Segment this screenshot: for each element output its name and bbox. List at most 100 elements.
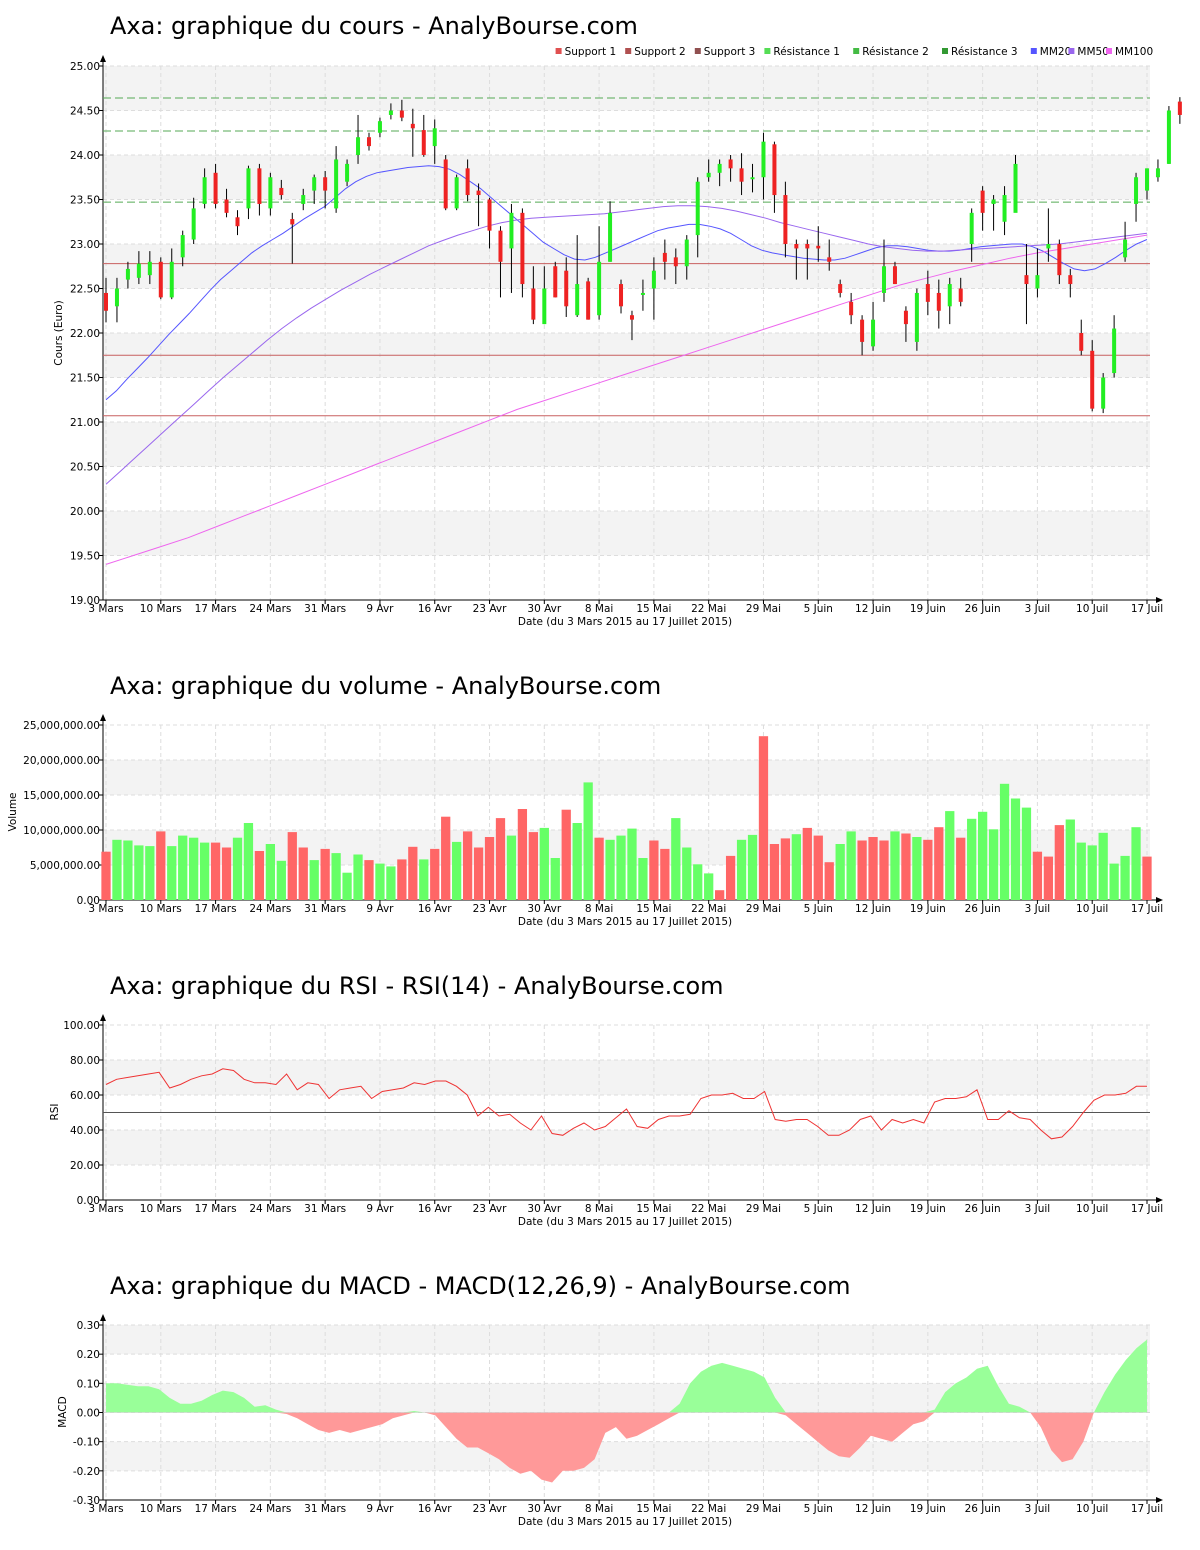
candle-body xyxy=(936,292,941,311)
x-axis-arrow xyxy=(1156,1497,1163,1503)
volume-bar xyxy=(572,823,582,900)
candle-body xyxy=(487,199,492,231)
x-tick-label: 8 Mai xyxy=(585,903,613,915)
x-tick-label: 22 Mai xyxy=(691,903,726,915)
volume-bar xyxy=(780,838,791,900)
x-tick-label: 5 Juin xyxy=(804,1503,833,1515)
candle-body xyxy=(410,123,415,129)
volume-bar xyxy=(408,846,418,900)
volume-bar xyxy=(452,841,462,900)
legend-label: Résistance 1 xyxy=(773,46,840,58)
legend-label: Support 1 xyxy=(565,46,617,58)
x-tick-label: 16 Avr xyxy=(418,1203,452,1215)
x-tick-label: 26 Juin xyxy=(965,1503,1001,1515)
candle-body xyxy=(871,319,876,347)
volume-bar xyxy=(813,835,823,900)
volume-bar xyxy=(1076,842,1086,900)
candle-body xyxy=(202,177,207,204)
candle-body xyxy=(1057,244,1062,276)
volume-bar xyxy=(309,860,319,900)
candle-body xyxy=(213,172,218,204)
volume-bar xyxy=(397,859,407,900)
candle-body xyxy=(1145,168,1149,191)
y-tick-label: 19.50 xyxy=(70,551,100,563)
candle-body xyxy=(761,141,766,178)
x-tick-label: 5 Juin xyxy=(804,603,833,615)
volume-bar xyxy=(287,832,297,900)
candle-body xyxy=(158,261,163,298)
volume-bar xyxy=(375,863,385,900)
volume-bar xyxy=(594,837,604,900)
x-tick-label: 15 Mai xyxy=(636,1503,671,1515)
x-tick-label: 3 Mars xyxy=(88,903,123,915)
candle-body xyxy=(783,195,788,244)
rsi-y-label: RSI xyxy=(49,1103,61,1120)
x-tick-label: 22 Mai xyxy=(691,1203,726,1215)
background-band xyxy=(103,1441,1150,1471)
x-tick-label: 29 Mai xyxy=(746,903,781,915)
candle-body xyxy=(147,261,152,276)
x-tick-label: 5 Juin xyxy=(804,1203,833,1215)
candle-body xyxy=(169,261,174,298)
y-tick-label: 23.00 xyxy=(70,239,100,251)
candle-body xyxy=(575,284,580,316)
y-tick-label: 15,000,000.00 xyxy=(23,790,100,802)
volume-bar xyxy=(539,827,549,900)
x-tick-label: 10 Juil xyxy=(1076,603,1108,615)
candle-body xyxy=(882,266,887,293)
x-tick-label: 31 Mars xyxy=(304,1203,346,1215)
legend-label: Support 3 xyxy=(704,46,756,58)
x-tick-label: 10 Mars xyxy=(140,1203,182,1215)
candle-body xyxy=(608,212,613,262)
candle-body xyxy=(334,159,339,209)
candle-body xyxy=(1177,101,1182,115)
x-tick-label: 19 Juin xyxy=(910,903,946,915)
candle-body xyxy=(104,292,108,311)
volume-bar xyxy=(167,846,177,900)
candle-body xyxy=(366,137,371,147)
rsi-line xyxy=(105,1068,1147,1140)
candle-body xyxy=(432,128,437,147)
candle-body xyxy=(421,130,426,155)
background-band xyxy=(103,66,1150,111)
candle-body xyxy=(914,292,919,342)
y-axis-arrow xyxy=(100,1314,106,1321)
candle-body xyxy=(498,230,503,262)
legend-label: Support 2 xyxy=(634,46,686,58)
x-tick-label: 29 Mai xyxy=(746,603,781,615)
volume-bar xyxy=(189,837,199,900)
candle-body xyxy=(290,219,295,225)
y-tick-label: 0.30 xyxy=(77,1320,100,1332)
volume-bar xyxy=(199,842,210,900)
volume-bar xyxy=(331,853,341,900)
candle-body xyxy=(706,172,711,178)
x-axis-arrow xyxy=(1156,1197,1163,1203)
volume-bar xyxy=(320,848,330,900)
y-tick-label: 0.00 xyxy=(77,1408,100,1420)
volume-bar xyxy=(693,864,703,900)
volume-bar xyxy=(101,851,111,900)
volume-chart: Axa: graphique du volume - AnalyBourse.c… xyxy=(7,672,1163,928)
y-tick-label: 24.00 xyxy=(70,150,100,162)
volume-bar xyxy=(857,840,867,900)
candle-body xyxy=(1090,350,1095,409)
x-tick-label: 8 Mai xyxy=(585,603,613,615)
x-tick-label: 10 Mars xyxy=(140,1503,182,1515)
candle-body xyxy=(597,261,602,316)
candle-body xyxy=(1112,328,1117,374)
candle-body xyxy=(750,177,755,180)
x-tick-label: 19 Juin xyxy=(910,1503,946,1515)
x-tick-label: 15 Mai xyxy=(636,603,671,615)
candle-body xyxy=(980,190,985,213)
volume-bar xyxy=(715,890,725,900)
candle-body xyxy=(1013,163,1018,213)
volume-bar xyxy=(462,831,473,900)
y-tick-label: 25.00 xyxy=(70,61,100,73)
y-tick-label: 20,000,000.00 xyxy=(23,755,100,767)
x-tick-label: 23 Avr xyxy=(473,1503,507,1515)
candle-body xyxy=(125,268,130,280)
legend-swatch xyxy=(942,48,948,54)
y-tick-label: -0.10 xyxy=(73,1437,100,1449)
background-band xyxy=(103,155,1150,200)
candle-body xyxy=(564,270,569,307)
